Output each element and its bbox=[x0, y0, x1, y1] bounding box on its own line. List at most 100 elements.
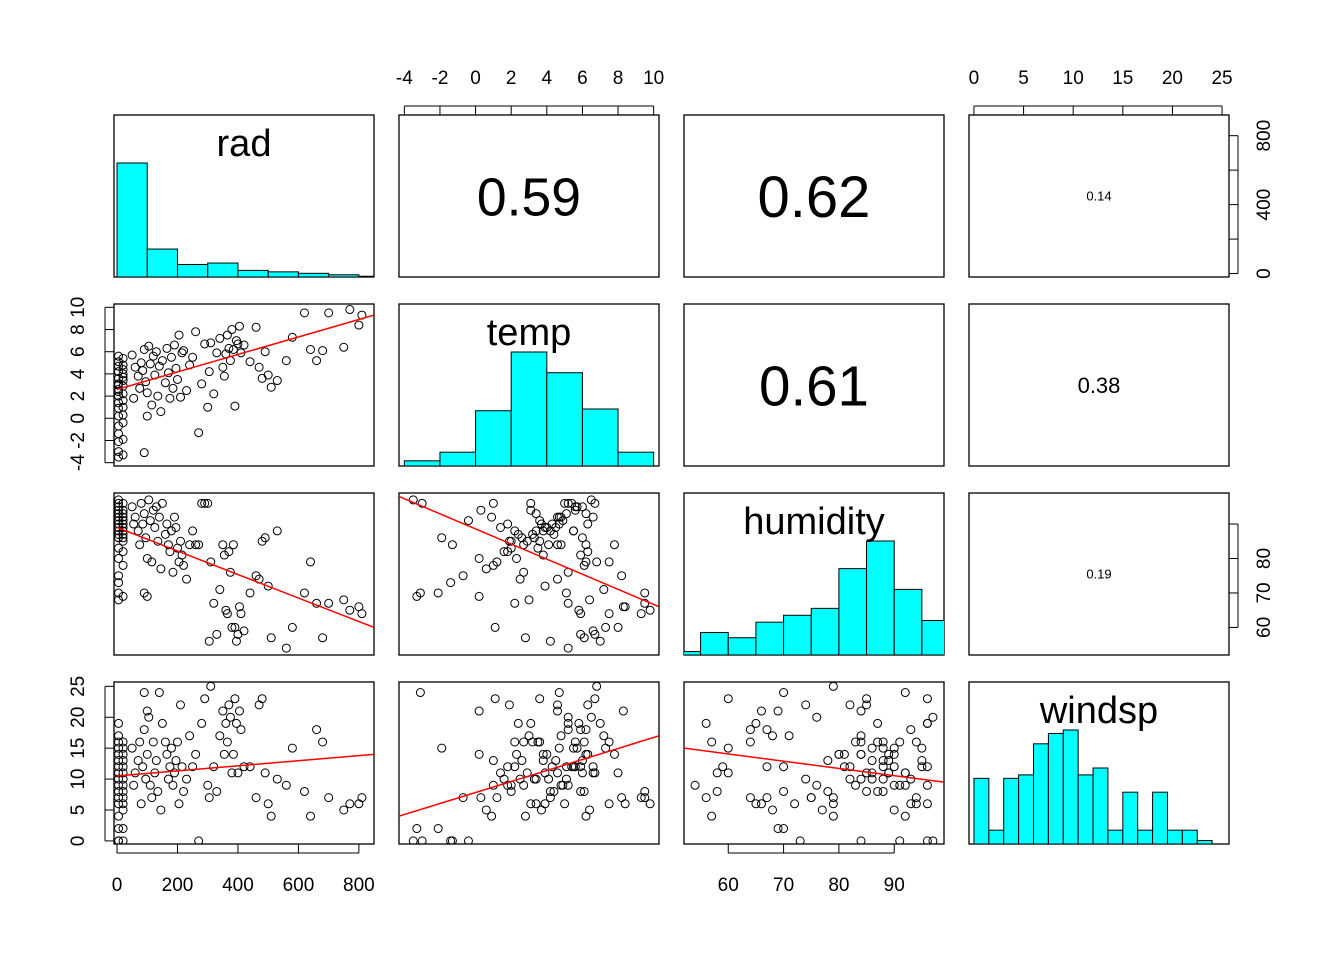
histogram-bar-rad bbox=[146, 248, 178, 277]
data-point bbox=[239, 340, 249, 350]
data-point bbox=[114, 553, 124, 563]
data-point bbox=[194, 428, 204, 438]
data-point bbox=[165, 393, 175, 403]
histogram-bar-rad bbox=[207, 262, 239, 277]
data-point bbox=[177, 762, 187, 772]
data-point bbox=[563, 643, 573, 653]
data-point bbox=[447, 836, 457, 844]
data-point bbox=[690, 780, 700, 790]
data-point bbox=[169, 340, 179, 350]
data-point bbox=[569, 526, 579, 536]
data-point bbox=[260, 768, 270, 778]
data-point bbox=[828, 799, 838, 809]
data-point bbox=[114, 429, 124, 439]
data-point bbox=[114, 509, 124, 519]
data-point bbox=[487, 811, 497, 821]
tick-label-windsp: 0 bbox=[969, 68, 980, 89]
data-point bbox=[118, 509, 128, 519]
data-point bbox=[172, 374, 182, 384]
data-point bbox=[640, 588, 650, 598]
tick-label-temp: 4 bbox=[542, 68, 553, 89]
fit-line-windsp-vs-rad bbox=[116, 753, 374, 777]
data-point bbox=[604, 737, 614, 747]
data-point bbox=[834, 749, 844, 759]
histogram-bar-humidity bbox=[727, 637, 757, 655]
variable-label-windsp: windsp bbox=[1039, 690, 1158, 732]
data-point bbox=[354, 799, 364, 809]
data-point bbox=[538, 756, 548, 766]
data-point bbox=[889, 780, 899, 790]
data-point bbox=[204, 793, 214, 803]
data-point bbox=[251, 322, 261, 332]
data-point bbox=[118, 516, 128, 526]
data-point bbox=[136, 799, 146, 809]
data-point bbox=[135, 383, 145, 393]
tick-label-windsp: 25 bbox=[1211, 68, 1232, 89]
data-point bbox=[895, 780, 905, 790]
data-point bbox=[114, 718, 124, 728]
data-point bbox=[828, 682, 838, 691]
data-point bbox=[620, 799, 630, 809]
data-point bbox=[515, 574, 525, 584]
data-point bbox=[512, 553, 522, 563]
data-point bbox=[415, 588, 425, 598]
tick-label-windsp: 25 bbox=[68, 676, 89, 697]
data-point bbox=[563, 498, 573, 508]
data-point bbox=[312, 356, 322, 366]
histogram-bar-humidity bbox=[921, 619, 944, 655]
data-point bbox=[554, 512, 564, 522]
data-point bbox=[437, 743, 447, 753]
histogram-bar-humidity bbox=[810, 607, 840, 655]
tick-label-temp: -2 bbox=[432, 68, 449, 89]
data-point bbox=[784, 731, 794, 741]
data-point bbox=[579, 786, 589, 796]
tick-label-humidity: 60 bbox=[718, 875, 739, 896]
data-point bbox=[583, 519, 593, 529]
data-point bbox=[118, 498, 128, 508]
data-point bbox=[476, 505, 486, 515]
histogram-bar-windsp bbox=[1152, 791, 1168, 844]
data-point bbox=[118, 434, 128, 444]
data-point bbox=[151, 347, 161, 357]
data-point bbox=[154, 688, 164, 698]
data-point bbox=[145, 359, 155, 369]
data-point bbox=[188, 526, 198, 536]
data-point bbox=[254, 362, 264, 372]
data-point bbox=[535, 694, 545, 704]
data-point bbox=[169, 512, 179, 522]
panel-frame-windsp-temp bbox=[398, 681, 660, 845]
data-point bbox=[867, 756, 877, 766]
data-point bbox=[154, 361, 164, 371]
data-point bbox=[114, 387, 124, 397]
data-point bbox=[206, 338, 216, 348]
data-point bbox=[281, 356, 291, 366]
data-point bbox=[142, 591, 152, 601]
data-point bbox=[135, 737, 145, 747]
tick-label-rad: 200 bbox=[162, 875, 194, 896]
data-point bbox=[576, 725, 586, 735]
histogram-bar-windsp bbox=[1047, 732, 1064, 844]
histogram-bar-windsp bbox=[1137, 829, 1154, 844]
data-point bbox=[922, 836, 932, 844]
data-point bbox=[118, 450, 128, 460]
data-point bbox=[114, 543, 124, 553]
data-point bbox=[551, 522, 561, 532]
data-point bbox=[160, 378, 170, 388]
data-point bbox=[488, 756, 498, 766]
scatter-temp-vs-rad bbox=[114, 305, 374, 462]
data-point bbox=[751, 718, 761, 728]
data-point bbox=[114, 498, 124, 508]
data-point bbox=[552, 700, 562, 710]
data-point bbox=[114, 351, 124, 361]
data-point bbox=[209, 598, 219, 608]
data-point bbox=[114, 737, 124, 747]
panel-frame-temp-humidity bbox=[683, 303, 945, 467]
data-point bbox=[299, 588, 309, 598]
tick-label-temp: 10 bbox=[68, 297, 89, 318]
data-point bbox=[245, 588, 255, 598]
data-point bbox=[127, 743, 137, 753]
data-point bbox=[576, 762, 586, 772]
data-point bbox=[613, 768, 623, 778]
tick-label-temp: -4 bbox=[68, 454, 89, 471]
